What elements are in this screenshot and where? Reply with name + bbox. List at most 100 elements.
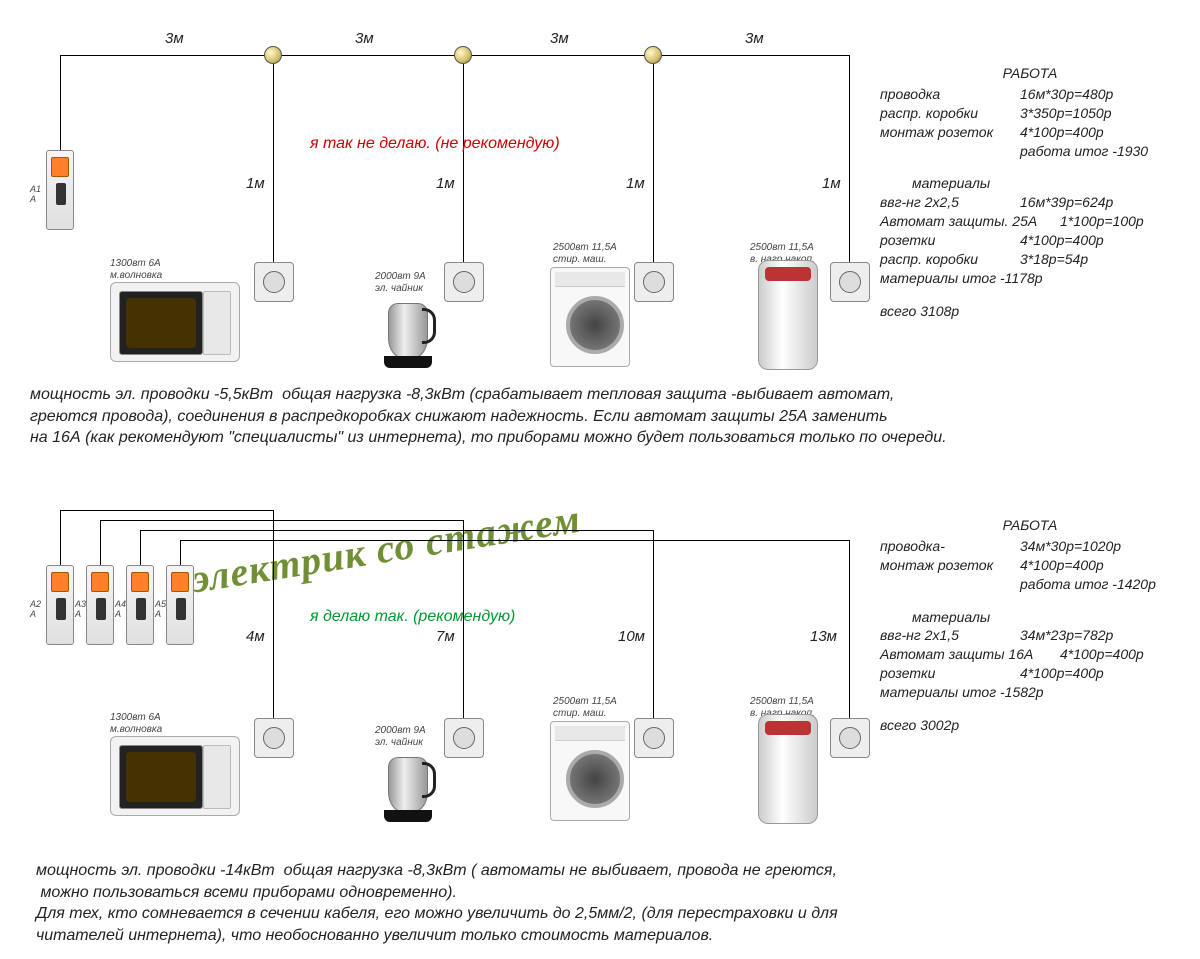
s2-dev0-label: 1300вт 6А м.волновка: [110, 712, 162, 735]
s1-drop-3: [849, 55, 850, 264]
s1-outlet-1: [444, 262, 484, 302]
s2-mr0-k: ввг-нг 2х1,5: [880, 626, 1020, 645]
s2-wr2-k: [880, 575, 1020, 594]
s1-microwave: [110, 282, 240, 362]
s2-bus-1: [100, 520, 463, 521]
s1-breaker-stub: [60, 55, 61, 150]
s1-paragraph: мощность эл. проводки -5,5кВт общая нагр…: [30, 384, 1170, 449]
s1-total: всего 3108р: [880, 302, 1180, 321]
s1-dist-down-3: 1м: [822, 175, 841, 192]
s2-mr1-v: 4*100р=400р: [1060, 645, 1180, 664]
s1-jbox-0: [264, 46, 282, 64]
s2-drop-3: [849, 540, 850, 720]
s1-wr2-k: монтаж розеток: [880, 123, 1020, 142]
s2-bus-0: [60, 510, 273, 511]
s2-calc-work-title: РАБОТА: [880, 516, 1180, 535]
s1-calc-mat-title: материалы: [880, 174, 1180, 193]
s2-dist-1: 7м: [436, 628, 455, 645]
s1-breaker-label: A1 A: [30, 185, 41, 205]
s2-breaker-0: [46, 565, 74, 645]
s2-note: я делаю так. (рекомендую): [310, 608, 515, 626]
s1-mr2-k: розетки: [880, 231, 1020, 250]
s1-dev2-label: 2500вт 11,5А стир. маш.: [553, 242, 617, 265]
s1-drop-2: [653, 64, 654, 264]
s1-drop-0: [273, 64, 274, 264]
s2-boiler: [758, 714, 818, 824]
s2-bus-2: [140, 530, 653, 531]
s2-breaker-2: [126, 565, 154, 645]
s1-calc-work-title: РАБОТА: [880, 64, 1180, 83]
s1-wr3-v: работа итог -1930: [1020, 142, 1180, 161]
s2-kettle: [378, 742, 438, 822]
s2-bus-3: [180, 540, 849, 541]
s2-wr0-v: 34м*30р=1020р: [1020, 537, 1180, 556]
s2-b2-label: A4 A: [115, 600, 126, 620]
s2-dist-2: 10м: [618, 628, 645, 645]
s1-mr3-k: распр. коробки: [880, 250, 1020, 269]
s2-b1-label: A3 A: [75, 600, 86, 620]
s2-bstub-0: [60, 510, 61, 565]
s2-mr1-k: Автомат защиты 16А: [880, 645, 1060, 664]
s1-mr0-k: ввг-нг 2х2,5: [880, 193, 1020, 212]
s2-breaker-3: [166, 565, 194, 645]
s2-calc-mat-title: материалы: [880, 608, 1180, 627]
s2-drop-2: [653, 530, 654, 720]
s1-mr4-k: материалы итог -1178р: [880, 269, 1100, 288]
s2-total: всего 3002р: [880, 716, 1180, 735]
s1-wr0-v: 16м*30р=480р: [1020, 85, 1180, 104]
s1-dist-top-3: 3м: [745, 30, 764, 47]
s2-mr3-k: материалы итог -1582р: [880, 683, 1100, 702]
s1-wr0-k: проводка: [880, 85, 1020, 104]
s1-wr3-k: [880, 142, 1020, 161]
s2-outlet-0: [254, 718, 294, 758]
s1-dist-down-1: 1м: [436, 175, 455, 192]
s2-washer: [550, 721, 630, 821]
s1-dist-top-1: 3м: [355, 30, 374, 47]
s1-kettle: [378, 288, 438, 368]
s1-wr1-v: 3*350р=1050р: [1020, 104, 1180, 123]
s1-wr1-k: распр. коробки: [880, 104, 1020, 123]
s2-breaker-1: [86, 565, 114, 645]
s1-drop-1: [463, 64, 464, 264]
s2-mr2-v: 4*100р=400р: [1020, 664, 1180, 683]
s1-mr2-v: 4*100р=400р: [1020, 231, 1180, 250]
s2-mr0-v: 34м*23р=782р: [1020, 626, 1180, 645]
s1-dev0-label: 1300вт 6А м.волновка: [110, 258, 162, 281]
s1-dist-top-0: 3м: [165, 30, 184, 47]
s1-dist-down-2: 1м: [626, 175, 645, 192]
s1-jbox-2: [644, 46, 662, 64]
s1-outlet-0: [254, 262, 294, 302]
s1-mr3-v: 3*18р=54р: [1020, 250, 1180, 269]
s2-mr2-k: розетки: [880, 664, 1020, 683]
s2-dist-3: 13м: [810, 628, 837, 645]
s2-drop-0: [273, 510, 274, 720]
s1-mr0-v: 16м*39р=624р: [1020, 193, 1180, 212]
s2-dev2-label: 2500вт 11,5А стир. маш.: [553, 696, 617, 719]
s2-calc: РАБОТА проводка-34м*30р=1020р монтаж роз…: [880, 516, 1180, 735]
s1-washer: [550, 267, 630, 367]
s2-bstub-3: [180, 540, 181, 565]
s2-wr2-v: работа итог -1420р: [1020, 575, 1180, 594]
s2-wr1-v: 4*100р=400р: [1020, 556, 1180, 575]
s1-jbox-1: [454, 46, 472, 64]
s2-b3-label: A5 A: [155, 600, 166, 620]
s1-dist-top-2: 3м: [550, 30, 569, 47]
s1-mr1-k: Автомат защиты. 25А: [880, 212, 1060, 231]
s2-wr1-k: монтаж розеток: [880, 556, 1020, 575]
s2-bstub-2: [140, 530, 141, 565]
s2-outlet-1: [444, 718, 484, 758]
s1-warning: я так не делаю. (не рекомендую): [310, 135, 560, 153]
s2-paragraph: мощность эл. проводки -14кВт общая нагру…: [36, 860, 1166, 946]
s1-boiler: [758, 260, 818, 370]
s2-b0-label: A2 A: [30, 600, 41, 620]
s2-bstub-1: [100, 520, 101, 565]
s1-dist-down-0: 1м: [246, 175, 265, 192]
s1-wr2-v: 4*100р=400р: [1020, 123, 1180, 142]
s2-dist-0: 4м: [246, 628, 265, 645]
s1-outlet-3: [830, 262, 870, 302]
s2-microwave: [110, 736, 240, 816]
s2-outlet-3: [830, 718, 870, 758]
s2-wr0-k: проводка-: [880, 537, 1020, 556]
s1-mr1-v: 1*100р=100р: [1060, 212, 1180, 231]
s1-calc: РАБОТА проводка16м*30р=480р распр. короб…: [880, 64, 1180, 321]
